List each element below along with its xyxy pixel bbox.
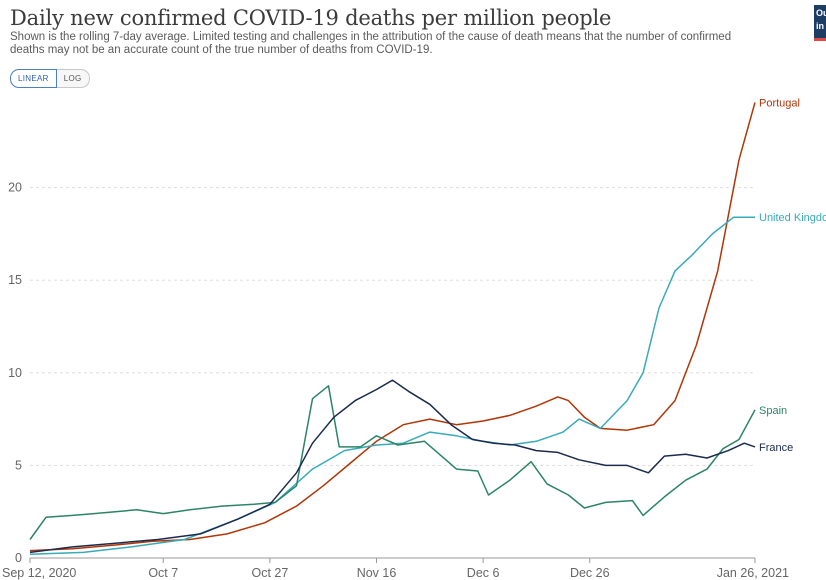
scale-toggle: LINEAR LOG [10, 69, 90, 88]
series-line-portugal [29, 102, 756, 552]
series-lines [29, 102, 756, 556]
y-tick-label: 0 [15, 551, 22, 565]
series-line-france [29, 379, 756, 554]
x-tick-label: Sep 12, 2020 [2, 566, 76, 580]
series-label-united-kingdom: United Kingdom [759, 212, 826, 224]
series-label-france: France [759, 442, 793, 454]
y-tick-label: 20 [8, 181, 22, 195]
x-tick-label: Oct 27 [251, 566, 288, 580]
logo-text-line1: Ou [816, 8, 826, 18]
series-line-united-kingdom [29, 216, 755, 556]
x-tick-label: Jan 26, 2021 [717, 566, 789, 580]
grid-lines [30, 187, 755, 466]
series-line-spain [29, 385, 756, 540]
x-axis: Sep 12, 2020 Oct 7 Oct 27 Nov 16 Dec 6 Dec 26… [2, 557, 789, 580]
chart-subtitle: Shown is the rolling 7-day average. Limi… [10, 31, 732, 56]
log-scale-button[interactable]: LOG [56, 69, 90, 88]
linear-scale-button[interactable]: LINEAR [10, 69, 57, 88]
x-tick-label: Oct 7 [148, 566, 178, 580]
logo-accent-bar [814, 38, 826, 41]
y-tick-label: 10 [8, 366, 22, 380]
series-label-portugal: Portugal [759, 97, 800, 109]
chart-title: Daily new confirmed COVID-19 deaths per … [10, 6, 612, 30]
y-tick-label: 15 [8, 273, 22, 287]
y-axis-ticks: 0 5 10 15 20 [8, 181, 22, 565]
x-tick-label: Dec 26 [570, 566, 610, 580]
x-tick-label: Dec 6 [467, 566, 500, 580]
logo-text-line2: in [816, 21, 824, 31]
owid-logo[interactable]: Ou in [814, 5, 826, 41]
series-label-spain: Spain [759, 405, 787, 417]
series-labels: Portugal United Kingdom Spain France [759, 97, 826, 453]
y-tick-label: 5 [15, 458, 22, 472]
x-tick-label: Nov 16 [357, 566, 397, 580]
